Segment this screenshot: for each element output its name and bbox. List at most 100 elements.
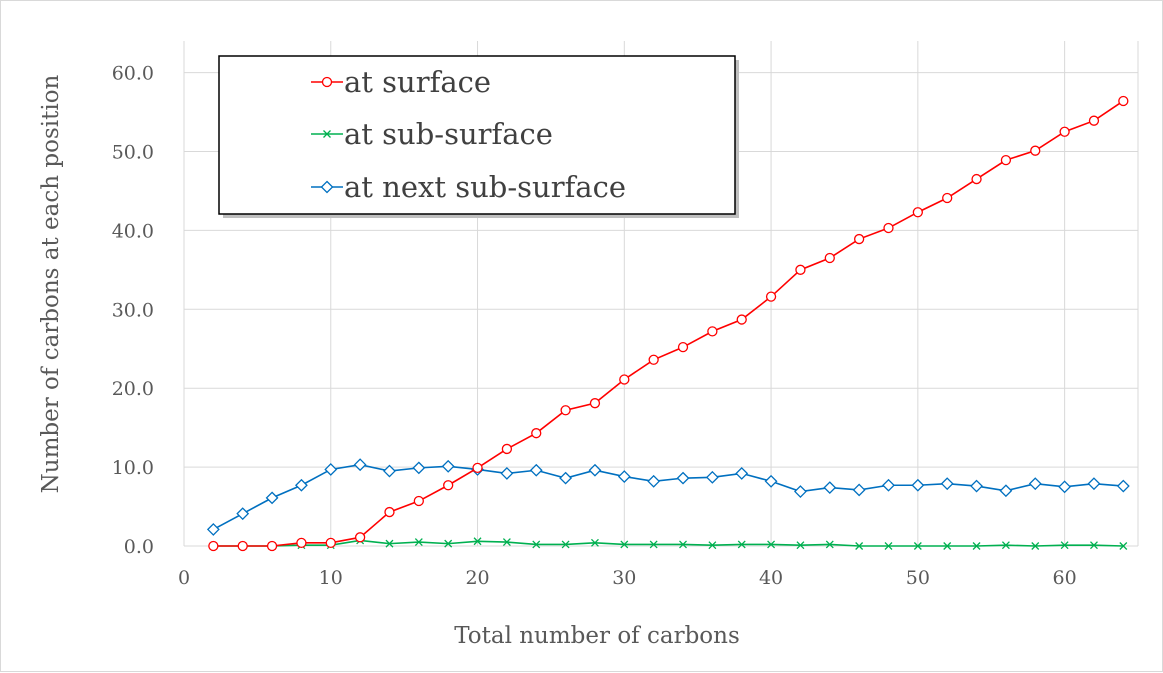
data-point-at-surface <box>1059 126 1070 137</box>
data-point-at-surface <box>501 443 513 455</box>
data-point-at-next-sub-surface <box>794 485 807 498</box>
legend: at surface at sub-surface at next sub-surf… <box>218 55 739 218</box>
data-point-at-next-sub-surface <box>1116 479 1130 493</box>
x-tick-label: 40 <box>759 567 783 589</box>
data-point-at-surface <box>1000 154 1012 166</box>
data-point-at-surface <box>853 233 865 245</box>
series-line-at-surface <box>213 100 1124 547</box>
data-point-at-next-sub-surface <box>764 474 778 488</box>
data-point-at-next-sub-surface <box>265 491 279 505</box>
y-tick-label: 50.0 <box>112 141 154 163</box>
legend-marker-at-next-sub-surface <box>320 180 334 194</box>
data-point-at-sub-surface <box>649 540 658 549</box>
x-tick-label: 30 <box>612 567 636 589</box>
data-point-at-surface <box>560 405 571 416</box>
data-point-at-sub-surface <box>532 540 541 549</box>
legend-label-at-sub-surface: at sub-surface <box>344 117 553 151</box>
data-point-at-next-sub-surface <box>1028 477 1042 491</box>
data-point-at-sub-surface <box>414 538 423 547</box>
data-point-at-surface <box>413 495 424 507</box>
data-point-at-next-sub-surface <box>236 507 250 521</box>
data-point-at-next-sub-surface <box>999 484 1013 498</box>
data-point-at-sub-surface <box>825 540 834 549</box>
y-tick-label: 20.0 <box>112 378 154 400</box>
data-point-at-surface <box>619 374 630 385</box>
data-point-at-surface <box>472 462 483 474</box>
legend-marker-at-surface <box>321 76 333 88</box>
data-point-at-sub-surface <box>473 537 482 546</box>
data-point-at-surface <box>266 540 278 552</box>
data-point-at-next-sub-surface <box>529 463 543 477</box>
data-point-at-sub-surface <box>1090 541 1098 550</box>
data-point-at-sub-surface <box>767 540 776 549</box>
data-point-at-surface <box>325 537 336 548</box>
data-point-at-surface <box>384 506 395 518</box>
legend-marker-at-sub-surface <box>323 130 331 138</box>
data-point-at-sub-surface <box>502 538 511 547</box>
x-axis-title: Total number of carbons <box>454 623 740 649</box>
data-point-at-next-sub-surface <box>852 483 866 497</box>
legend-label-at-next-sub-surface: at next sub-surface <box>344 170 626 204</box>
x-tick-label: 10 <box>319 567 343 589</box>
data-point-at-next-sub-surface <box>1087 477 1101 491</box>
data-point-at-next-sub-surface <box>559 471 573 485</box>
data-point-at-surface <box>765 291 777 302</box>
data-point-at-next-sub-surface <box>911 478 925 492</box>
data-point-at-next-sub-surface <box>735 466 749 480</box>
data-point-at-next-sub-surface <box>412 461 426 475</box>
data-point-at-next-sub-surface <box>823 481 837 495</box>
data-point-at-surface <box>237 540 248 552</box>
data-point-at-sub-surface <box>1060 541 1069 550</box>
series-line-at-next-sub-surface <box>212 463 1124 531</box>
series-at-sub-surface <box>209 536 1128 550</box>
y-axis-title: Number of carbons at each position <box>38 74 64 493</box>
data-point-at-sub-surface <box>620 540 629 549</box>
data-point-at-sub-surface <box>1001 541 1010 550</box>
data-point-at-sub-surface <box>796 541 805 550</box>
x-tick-label: 60 <box>1053 567 1077 589</box>
data-point-at-surface <box>912 207 923 218</box>
series-line-at-sub-surface <box>213 539 1124 547</box>
data-point-at-surface <box>1118 95 1129 107</box>
x-tick-label: 20 <box>465 567 489 589</box>
legend-label-at-surface: at surface <box>344 65 491 99</box>
y-tick-label: 10.0 <box>112 457 154 479</box>
y-tick-label: 0.0 <box>124 536 154 558</box>
data-point-at-next-sub-surface <box>383 464 396 478</box>
data-point-at-next-sub-surface <box>353 458 367 472</box>
data-point-at-next-sub-surface <box>500 466 514 480</box>
data-point-at-sub-surface <box>561 540 570 549</box>
data-point-at-sub-surface <box>884 542 893 550</box>
legend-box <box>218 55 736 215</box>
data-point-at-surface <box>942 192 953 204</box>
x-axis-ticks: 0 10 20 30 40 50 60 <box>178 567 1077 589</box>
data-point-at-surface <box>443 480 454 491</box>
y-tick-label: 60.0 <box>112 63 154 85</box>
data-point-at-surface <box>1030 145 1041 156</box>
data-point-at-next-sub-surface <box>940 477 954 491</box>
data-point-at-next-sub-surface <box>882 478 895 492</box>
data-point-at-surface <box>648 354 659 365</box>
data-point-at-sub-surface <box>385 539 394 548</box>
data-point-at-next-sub-surface <box>705 470 719 484</box>
data-point-at-next-sub-surface <box>206 523 220 536</box>
data-point-at-sub-surface <box>1031 542 1040 550</box>
data-point-at-surface <box>208 540 219 552</box>
data-point-at-surface <box>354 532 366 543</box>
data-point-at-surface <box>795 264 806 275</box>
data-point-at-sub-surface <box>737 540 746 549</box>
data-point-at-sub-surface <box>943 542 952 550</box>
data-point-at-sub-surface <box>913 542 922 550</box>
series-at-surface <box>208 95 1129 552</box>
data-point-at-surface <box>531 428 542 439</box>
data-point-at-next-sub-surface <box>441 459 455 473</box>
y-tick-label: 40.0 <box>112 220 154 242</box>
data-point-at-next-sub-surface <box>676 471 690 485</box>
data-point-at-surface <box>677 342 689 353</box>
data-point-at-next-sub-surface <box>294 478 308 492</box>
y-tick-label: 30.0 <box>112 299 154 321</box>
data-point-at-next-sub-surface <box>1058 480 1072 494</box>
data-point-at-sub-surface <box>855 542 864 550</box>
